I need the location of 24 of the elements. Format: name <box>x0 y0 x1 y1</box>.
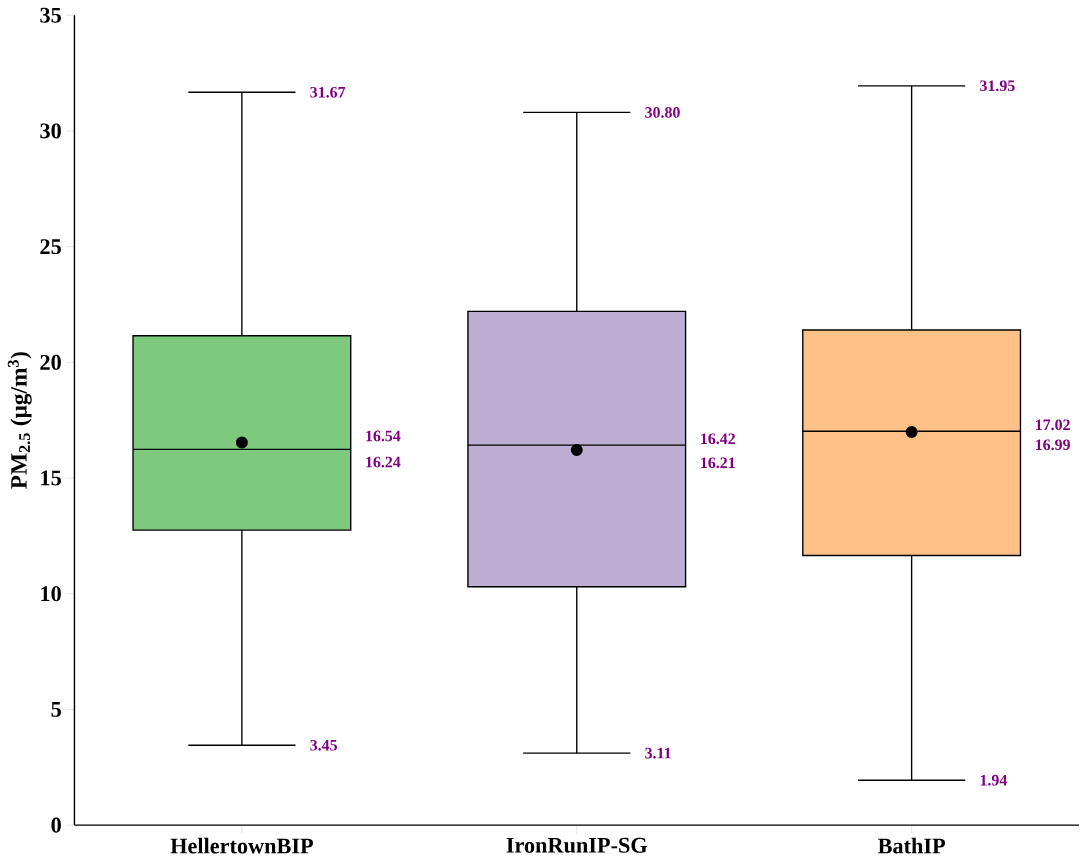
annotation: 31.67 <box>310 86 346 98</box>
y-tick-label: 35 <box>40 7 61 23</box>
y-axis-title: PM$_{2.5}$ (μg/m$^{3}$) <box>7 352 32 489</box>
y-tick-label: 0 <box>51 817 61 833</box>
annotation: 16.21 <box>701 457 735 469</box>
annotation: 16.99 <box>1036 439 1070 451</box>
annotation: 31.95 <box>980 80 1015 92</box>
annotation: 3.45 <box>310 739 337 751</box>
annotation: 16.42 <box>701 433 735 445</box>
y-tick-label: 30 <box>40 123 61 139</box>
y-tick-label: 20 <box>40 354 61 370</box>
x-tick-label: BathIP <box>877 837 946 854</box>
annotation: 16.24 <box>366 456 401 468</box>
annotation: 17.02 <box>1036 419 1070 431</box>
y-tick-label: 25 <box>40 239 61 254</box>
annotation: 3.11 <box>645 747 671 759</box>
y-tick-label: 5 <box>51 701 61 717</box>
x-tick-label: IronRunIP-SG <box>506 837 648 853</box>
annotation: 30.80 <box>645 106 680 118</box>
x-tick-label: HellertownBIP <box>170 837 313 854</box>
annotation: 1.94 <box>980 774 1008 786</box>
annotation: 16.54 <box>366 430 401 442</box>
y-tick-label: 10 <box>41 586 61 602</box>
y-tick-label: 15 <box>41 470 61 486</box>
